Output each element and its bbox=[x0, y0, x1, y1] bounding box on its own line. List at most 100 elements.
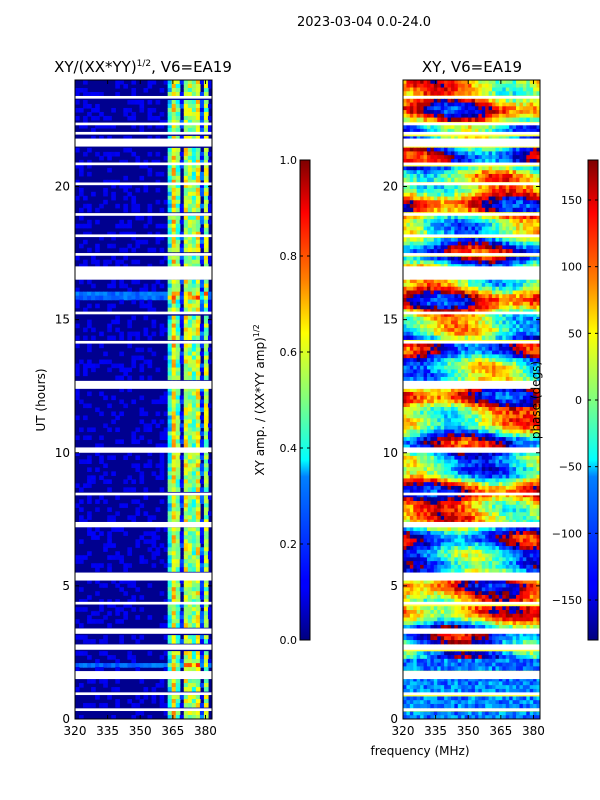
heatmap-cell bbox=[131, 663, 137, 668]
heatmap-cell bbox=[519, 313, 524, 318]
heatmap-cell bbox=[516, 158, 521, 164]
heatmap-cell bbox=[437, 399, 442, 404]
heatmap-cell bbox=[199, 151, 205, 157]
heatmap-cell bbox=[203, 243, 209, 249]
heatmap-cell bbox=[207, 359, 212, 365]
heatmap-cell bbox=[519, 136, 524, 141]
heatmap-cell bbox=[533, 260, 538, 265]
heatmap-cell bbox=[195, 123, 201, 129]
heatmap-cell bbox=[430, 158, 435, 164]
heatmap-cell bbox=[488, 369, 493, 374]
heatmap-cell bbox=[420, 365, 425, 371]
heatmap-cell bbox=[502, 241, 507, 246]
heatmap-cell bbox=[175, 127, 181, 133]
heatmap-cell bbox=[75, 395, 80, 401]
heatmap-cell bbox=[454, 170, 459, 175]
heatmap-cell bbox=[99, 459, 104, 464]
heatmap-cell bbox=[498, 192, 503, 198]
heatmap-cell bbox=[519, 361, 524, 367]
heatmap-cell bbox=[444, 222, 449, 228]
heatmap-cell bbox=[471, 204, 476, 209]
heatmap-cell bbox=[147, 427, 153, 433]
heatmap-cell bbox=[495, 328, 500, 333]
heatmap-cell bbox=[464, 264, 469, 269]
heatmap-cell bbox=[99, 607, 104, 612]
heatmap-cell bbox=[175, 535, 181, 540]
heatmap-cell bbox=[203, 603, 209, 608]
heatmap-cell bbox=[183, 191, 189, 197]
heatmap-cell bbox=[199, 551, 205, 556]
heatmap-cell bbox=[522, 91, 527, 96]
heatmap-cell bbox=[426, 102, 431, 107]
heatmap-cell bbox=[103, 263, 108, 269]
heatmap-cell bbox=[522, 298, 527, 303]
heatmap-cell bbox=[203, 343, 209, 349]
heatmap-cell bbox=[203, 235, 209, 241]
heatmap-cell bbox=[519, 189, 524, 194]
heatmap-cell bbox=[505, 320, 510, 325]
heatmap-cell bbox=[437, 346, 442, 352]
heatmap-cell bbox=[183, 331, 189, 337]
heatmap-cell bbox=[461, 136, 466, 141]
heatmap-cell bbox=[519, 151, 524, 156]
heatmap-cell bbox=[516, 200, 521, 205]
heatmap-cell bbox=[492, 128, 497, 134]
heatmap-cell bbox=[516, 354, 521, 359]
heatmap-cell bbox=[409, 335, 414, 340]
heatmap-cell bbox=[498, 98, 503, 104]
heatmap-cell bbox=[512, 301, 517, 307]
heatmap-cell bbox=[191, 451, 197, 457]
heatmap-cell bbox=[481, 365, 486, 371]
heatmap-cell bbox=[119, 279, 124, 285]
heatmap-cell bbox=[423, 331, 428, 337]
heatmap-cell bbox=[127, 135, 133, 141]
heatmap-cell bbox=[450, 245, 455, 250]
heatmap-cell bbox=[430, 373, 435, 378]
heatmap-cell bbox=[536, 207, 540, 213]
heatmap-cell bbox=[529, 305, 534, 310]
heatmap-cell bbox=[420, 331, 425, 337]
heatmap-cell bbox=[509, 170, 514, 175]
heatmap-cell bbox=[485, 331, 490, 337]
heatmap-cell bbox=[115, 295, 120, 301]
flagged-band bbox=[75, 340, 212, 344]
heatmap-cell bbox=[191, 431, 197, 437]
heatmap-cell bbox=[512, 91, 517, 96]
heatmap-cell bbox=[478, 219, 483, 224]
heatmap-cell bbox=[187, 395, 193, 401]
heatmap-cell bbox=[91, 255, 96, 261]
heatmap-cell bbox=[107, 515, 112, 520]
heatmap-cell bbox=[195, 567, 201, 572]
heatmap-cell bbox=[151, 687, 157, 692]
heatmap-cell bbox=[468, 316, 473, 322]
y-tick-label: 15 bbox=[55, 313, 70, 327]
heatmap-cell bbox=[450, 158, 455, 164]
heatmap-cell bbox=[409, 350, 414, 355]
heatmap-cell bbox=[413, 309, 418, 314]
heatmap-cell bbox=[199, 335, 205, 341]
heatmap-cell bbox=[406, 361, 411, 367]
heatmap-cell bbox=[171, 175, 177, 181]
heatmap-cell bbox=[187, 687, 193, 692]
heatmap-cell bbox=[147, 203, 153, 209]
heatmap-cell bbox=[512, 298, 517, 303]
heatmap-cell bbox=[505, 395, 510, 401]
heatmap-cell bbox=[79, 207, 84, 213]
heatmap-cell bbox=[127, 387, 133, 393]
heatmap-cell bbox=[481, 128, 486, 134]
heatmap-cell bbox=[99, 435, 104, 441]
heatmap-cell bbox=[91, 619, 96, 624]
heatmap-cell bbox=[151, 323, 157, 329]
heatmap-cell bbox=[529, 192, 534, 198]
heatmap-cell bbox=[495, 313, 500, 318]
heatmap-cell bbox=[83, 115, 88, 121]
heatmap-cell bbox=[187, 227, 193, 233]
heatmap-cell bbox=[519, 237, 524, 243]
heatmap-cell bbox=[159, 683, 165, 688]
heatmap-cell bbox=[457, 346, 462, 352]
heatmap-cell bbox=[522, 151, 527, 156]
heatmap-cell bbox=[409, 226, 414, 231]
heatmap-cell bbox=[413, 264, 418, 269]
heatmap-cell bbox=[199, 91, 205, 97]
heatmap-cell bbox=[481, 192, 486, 198]
